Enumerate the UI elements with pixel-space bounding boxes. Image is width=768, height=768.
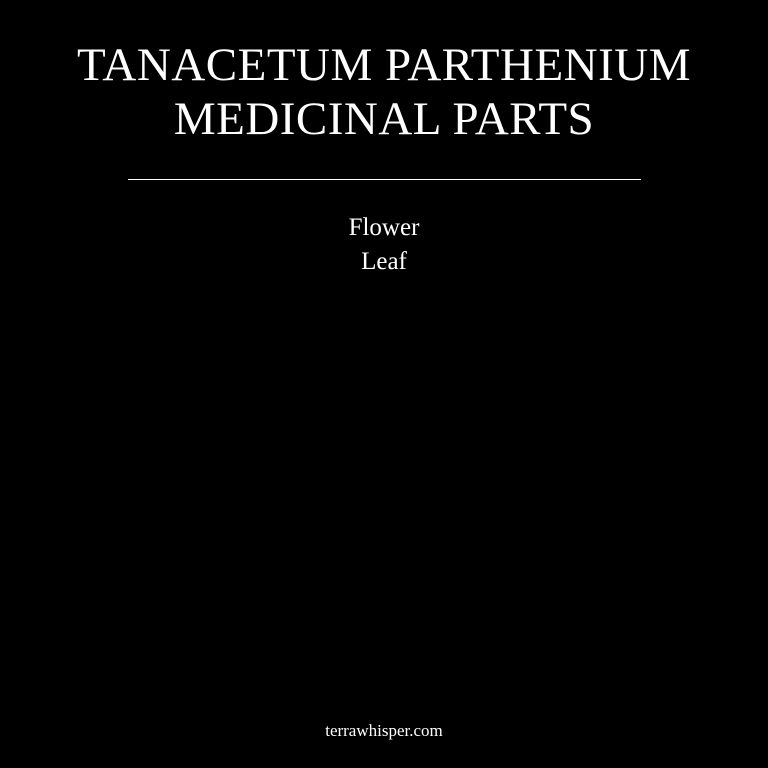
list-item-flower: Flower xyxy=(348,214,420,241)
divider xyxy=(128,179,641,180)
list-item-leaf: Leaf xyxy=(361,248,407,275)
title-line-2: MEDICINAL PARTS xyxy=(173,93,595,145)
medicinal-parts-list: Flower Leaf xyxy=(0,211,768,279)
title-line-1: TANACETUM PARTHENIUM xyxy=(76,39,691,91)
page-title: TANACETUM PARTHENIUM MEDICINAL PARTS xyxy=(0,38,768,146)
footer-site-name: terrawhisper.com xyxy=(325,721,443,740)
